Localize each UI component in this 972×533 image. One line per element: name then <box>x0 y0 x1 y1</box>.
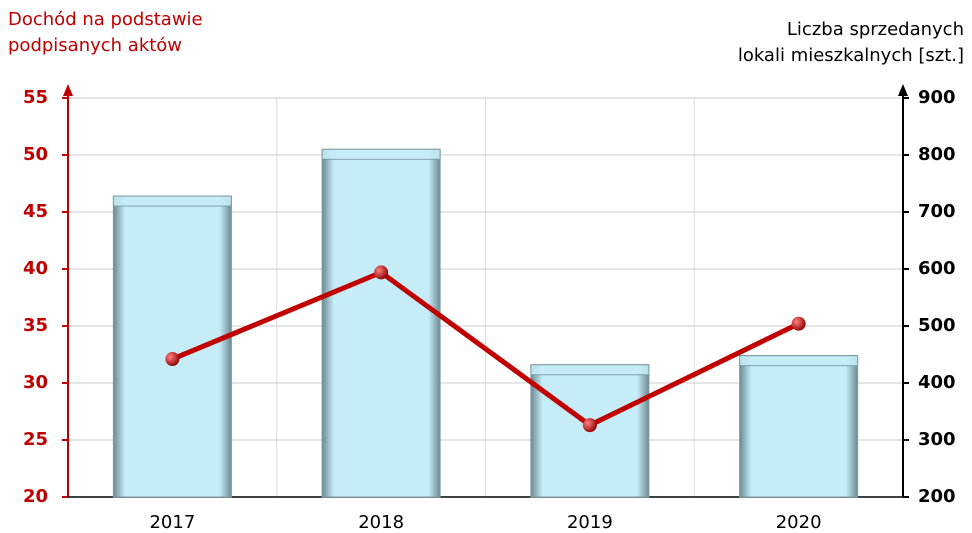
line-point <box>791 316 806 331</box>
y-tick-label: 35 <box>23 315 48 336</box>
bar <box>112 195 232 498</box>
bar <box>321 148 441 498</box>
y2-tick-label: 800 <box>918 144 956 165</box>
bar <box>739 355 859 498</box>
line <box>171 269 800 429</box>
y-tick-label: 40 <box>23 258 48 279</box>
y-tick-label: 25 <box>23 429 48 450</box>
marks <box>112 148 859 498</box>
bar-top <box>112 195 232 207</box>
y2-tick-label: 600 <box>918 258 956 279</box>
y-tick-label: 30 <box>23 372 48 393</box>
y2-tick-label: 300 <box>918 429 956 450</box>
y2-arrow <box>898 84 908 96</box>
line-point <box>374 265 389 280</box>
y-arrow <box>63 84 73 96</box>
x-tick-label: 2018 <box>358 512 404 533</box>
y-tick-label: 55 <box>23 87 48 108</box>
y-tick-label: 20 <box>23 486 48 507</box>
y-tick-label: 45 <box>23 201 48 222</box>
y2-tick-label: 400 <box>918 372 956 393</box>
bar-top <box>321 148 441 160</box>
axis-title: Dochód na podstawie podpisanych aktów <box>8 9 203 56</box>
y2-tick-label: 700 <box>918 201 956 222</box>
y2-tick-label: 500 <box>918 315 956 336</box>
y2-tick-label: 200 <box>918 486 956 507</box>
x-tick-label: 2020 <box>776 512 822 533</box>
bar-top <box>530 364 650 376</box>
y-tick-label: 50 <box>23 144 48 165</box>
y2-tick-label: 900 <box>918 87 956 108</box>
line-point <box>582 418 597 433</box>
axis-title: Liczba sprzedanych lokali mieszkalnych [s… <box>738 19 964 66</box>
bar-top <box>739 355 859 367</box>
x-tick-label: 2017 <box>149 512 195 533</box>
line-point <box>165 352 180 367</box>
labels: Dochód na podstawie podpisanych aktów Licz… <box>8 9 964 533</box>
x-tick-label: 2019 <box>567 512 613 533</box>
